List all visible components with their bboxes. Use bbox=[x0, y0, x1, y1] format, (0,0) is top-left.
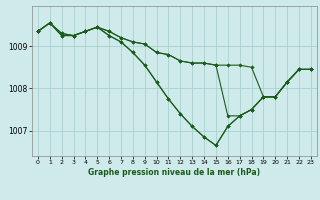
X-axis label: Graphe pression niveau de la mer (hPa): Graphe pression niveau de la mer (hPa) bbox=[88, 168, 260, 177]
